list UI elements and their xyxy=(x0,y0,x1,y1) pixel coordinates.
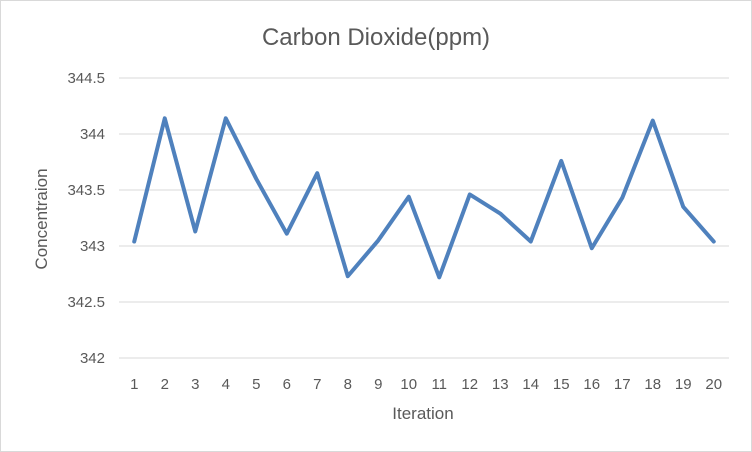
x-tick-label: 10 xyxy=(400,376,417,393)
x-tick-label: 9 xyxy=(374,376,382,393)
y-tick-label: 343 xyxy=(80,238,105,255)
x-axis-ticks: 1 2 3 4 5 6 7 8 9 10 11 12 13 14 15 16 17 18 19 20 xyxy=(130,376,722,393)
x-tick-label: 17 xyxy=(614,376,631,393)
y-tick-label: 343.5 xyxy=(67,182,105,199)
x-tick-label: 2 xyxy=(161,376,169,393)
x-tick-label: 13 xyxy=(492,376,509,393)
x-tick-label: 4 xyxy=(222,376,230,393)
y-tick-label: 342 xyxy=(80,350,105,367)
x-tick-label: 19 xyxy=(675,376,692,393)
y-tick-label: 344 xyxy=(80,126,105,143)
y-axis-label: Concentraion xyxy=(32,168,51,269)
x-tick-label: 3 xyxy=(191,376,199,393)
x-tick-label: 6 xyxy=(283,376,291,393)
x-tick-label: 5 xyxy=(252,376,260,393)
x-tick-label: 15 xyxy=(553,376,570,393)
x-tick-label: 11 xyxy=(431,376,447,393)
y-tick-label: 344.5 xyxy=(67,70,105,87)
gridlines xyxy=(119,77,729,359)
x-tick-label: 7 xyxy=(313,376,321,393)
x-tick-label: 20 xyxy=(705,376,722,393)
y-axis-ticks: 342 342.5 343 343.5 344 344.5 xyxy=(67,70,105,367)
chart-title: Carbon Dioxide(ppm) xyxy=(262,24,490,51)
x-tick-label: 16 xyxy=(583,376,600,393)
x-axis-label: Iteration xyxy=(392,404,453,423)
x-tick-label: 14 xyxy=(522,376,539,393)
x-tick-label: 18 xyxy=(644,376,661,393)
x-tick-label: 8 xyxy=(344,376,352,393)
x-tick-label: 1 xyxy=(130,376,138,393)
series-line xyxy=(132,116,716,280)
x-tick-label: 12 xyxy=(461,376,478,393)
y-tick-label: 342.5 xyxy=(67,294,105,311)
